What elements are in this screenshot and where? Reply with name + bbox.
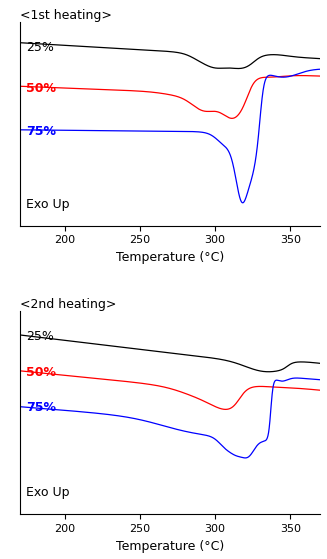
- X-axis label: Temperature (°C): Temperature (°C): [116, 539, 224, 552]
- Text: 50%: 50%: [26, 82, 56, 95]
- Text: 75%: 75%: [26, 401, 56, 414]
- Text: <2nd heating>: <2nd heating>: [20, 298, 116, 311]
- X-axis label: Temperature (°C): Temperature (°C): [116, 251, 224, 264]
- Text: 75%: 75%: [26, 125, 56, 139]
- Text: Exo Up: Exo Up: [26, 198, 69, 211]
- Text: 50%: 50%: [26, 366, 56, 380]
- Text: <1st heating>: <1st heating>: [20, 10, 112, 22]
- Text: 25%: 25%: [26, 330, 54, 343]
- Text: 25%: 25%: [26, 41, 54, 54]
- Text: Exo Up: Exo Up: [26, 486, 69, 499]
